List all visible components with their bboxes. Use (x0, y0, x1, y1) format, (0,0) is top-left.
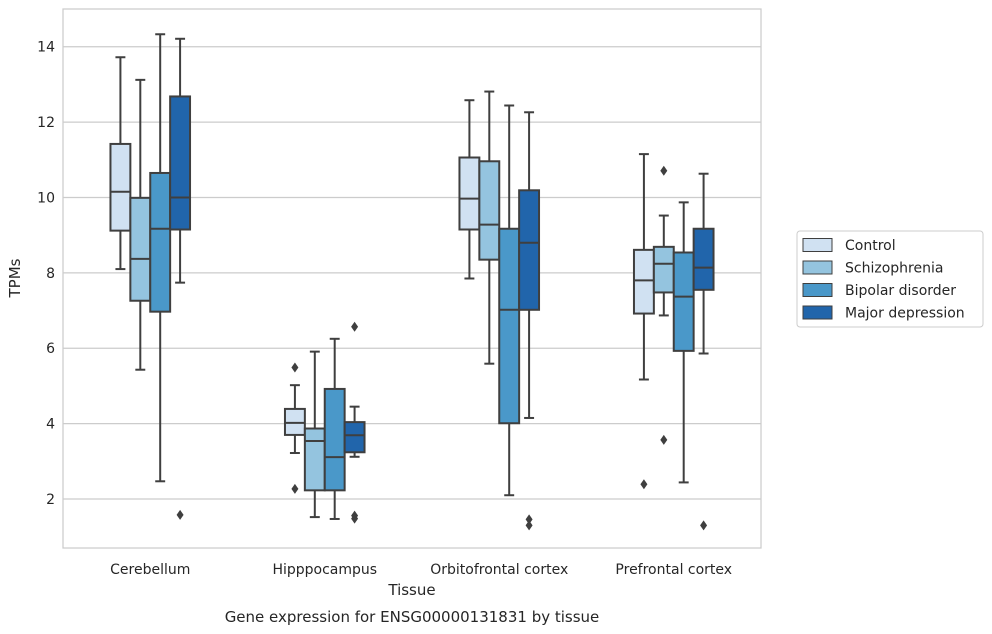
box-iqr (129, 196, 152, 302)
outlier-point (660, 165, 668, 176)
y-tick-label-14: 14 (37, 40, 55, 56)
legend-entry-schizophrenia: Schizophrenia (802, 260, 943, 277)
legend-entry-major-depression: Major depression (802, 305, 965, 322)
box-cerebellum-control (109, 56, 132, 271)
x-axis-label: Tissue (387, 581, 435, 599)
x-tick-labels: Cerebellum Hipppocampus Orbitofrontal cort… (110, 562, 732, 578)
box-prefrontal-cortex-control (632, 153, 655, 490)
legend: Control Schizophrenia Bipolar disorder Majo… (796, 230, 984, 328)
box-iqr (149, 171, 172, 313)
box-orbitofrontal-cortex-major-depression (518, 111, 541, 531)
x-tick-label-prefrontal-cortex: Prefrontal cortex (615, 562, 732, 578)
outlier-point (176, 509, 184, 520)
box-iqr (692, 227, 715, 291)
outlier-point (291, 362, 299, 373)
chart-caption: Gene expression for ENSG00000131831 by t… (225, 608, 600, 626)
legend-entry-control: Control (802, 238, 896, 254)
box-hipppocampus-control (283, 362, 306, 494)
legend-entries: Control Schizophrenia Bipolar disorder Majo… (802, 238, 965, 322)
y-tick-label-2: 2 (46, 492, 55, 508)
outlier-point (351, 513, 359, 524)
box-iqr (672, 251, 695, 352)
outlier-point (525, 514, 533, 525)
box-orbitofrontal-cortex-schizophrenia (478, 90, 501, 365)
box-prefrontal-cortex-schizophrenia (652, 165, 675, 445)
y-tick-labels: 2 4 6 8 10 12 14 (37, 40, 55, 508)
outlier-point (640, 479, 648, 490)
legend-label: Bipolar disorder (845, 283, 956, 299)
box-iqr (343, 421, 366, 454)
legend-swatch (802, 305, 833, 320)
outlier-point (351, 321, 359, 332)
legend-swatch (802, 260, 833, 275)
x-tick-label-cerebellum: Cerebellum (110, 562, 190, 578)
legend-swatch (802, 283, 833, 297)
box-iqr (478, 160, 501, 261)
box-iqr (169, 95, 192, 231)
outlier-point (660, 434, 668, 445)
y-tick-label-4: 4 (46, 417, 55, 433)
boxes (109, 33, 715, 531)
box-prefrontal-cortex-bipolar-disorder (672, 201, 695, 484)
legend-frame (796, 230, 984, 328)
y-tick-label-8: 8 (46, 266, 55, 282)
box-cerebellum-major-depression (169, 37, 192, 520)
box-iqr (323, 387, 346, 492)
y-axis-label: TPMs (6, 258, 24, 298)
box-iqr (109, 142, 132, 232)
box-iqr (518, 189, 541, 311)
legend-label: Schizophrenia (845, 261, 943, 277)
box-cerebellum-bipolar-disorder (149, 33, 172, 483)
x-tick-label-hipppocampus: Hipppocampus (272, 562, 377, 578)
legend-swatch (802, 238, 833, 252)
box-iqr (652, 245, 675, 294)
outlier-point (700, 520, 708, 531)
box-hipppocampus-major-depression (343, 321, 366, 524)
legend-entry-bipolar-disorder: Bipolar disorder (802, 283, 956, 299)
box-orbitofrontal-cortex-bipolar-disorder (498, 104, 521, 497)
box-iqr (632, 248, 655, 315)
box-orbitofrontal-cortex-control (458, 99, 481, 280)
outlier-point (525, 520, 533, 531)
y-tick-label-10: 10 (37, 190, 55, 206)
box-iqr (303, 427, 326, 492)
outlier-point (291, 483, 299, 494)
box-iqr (458, 156, 481, 231)
legend-label: Major depression (845, 306, 965, 322)
box-cerebellum-schizophrenia (129, 78, 152, 371)
box-prefrontal-cortex-major-depression (692, 172, 715, 531)
box-iqr (498, 227, 521, 425)
legend-label: Control (845, 238, 896, 254)
y-tick-label-12: 12 (37, 115, 55, 131)
y-tick-label-6: 6 (46, 341, 55, 357)
x-tick-label-orbitofrontal-cortex: Orbitofrontal cortex (430, 562, 568, 578)
